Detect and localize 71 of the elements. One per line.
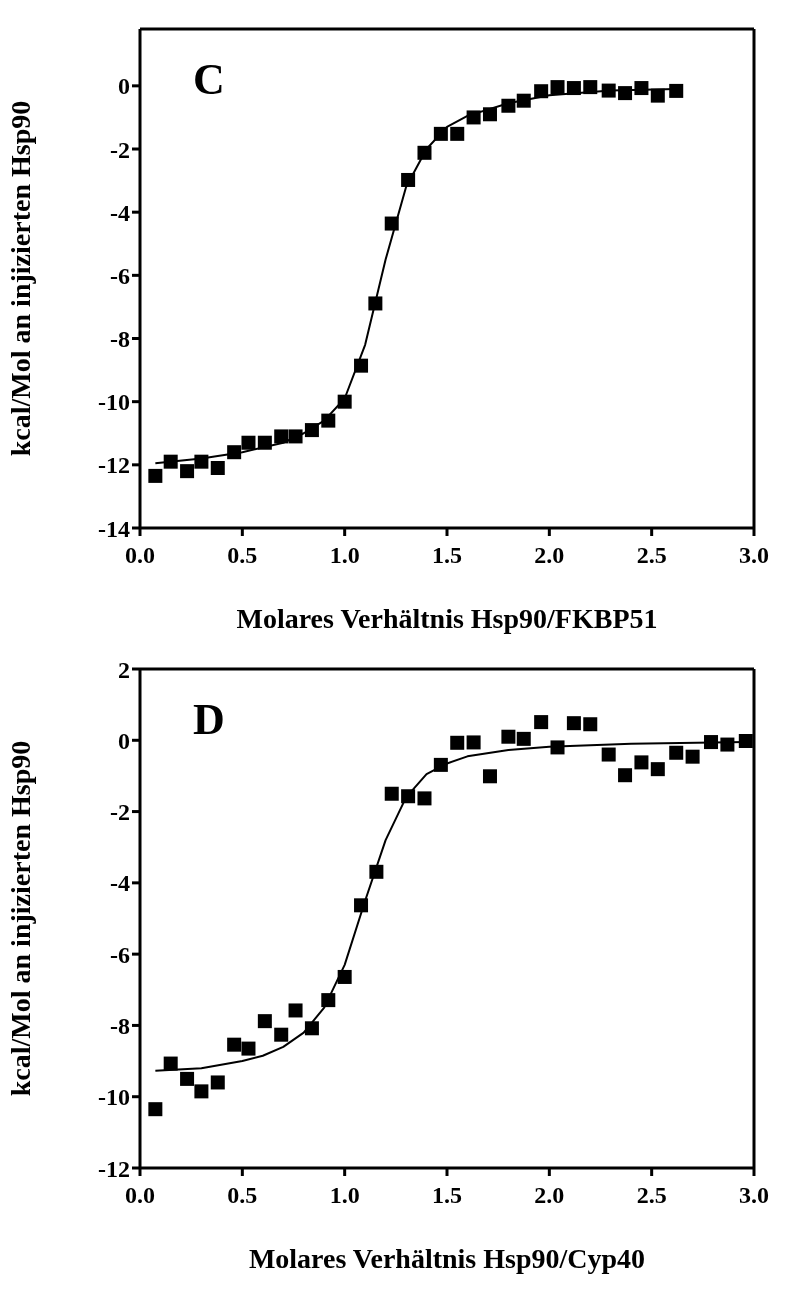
point: [257, 1014, 272, 1029]
x-axis-title: Molares Verhältnis Hsp90/FKBP51: [236, 603, 658, 634]
x-tick-label: 2.0: [534, 1182, 565, 1209]
x-tick-label: 1.5: [432, 542, 462, 569]
point: [738, 734, 753, 748]
point: [634, 755, 649, 770]
y-tick-label: -14: [98, 515, 130, 542]
point: [534, 715, 549, 730]
x-tick-label: 0.5: [227, 1182, 258, 1209]
x-tick-label: 0.0: [125, 1182, 155, 1209]
point: [450, 126, 465, 141]
y-tick-label: -8: [110, 326, 130, 353]
point: [466, 735, 481, 750]
point: [482, 769, 497, 784]
point: [384, 786, 399, 801]
x-tick-label: 2.0: [534, 542, 565, 569]
point: [450, 735, 465, 750]
point: [550, 80, 565, 95]
point: [210, 1075, 225, 1090]
y-tick-label: -2: [110, 799, 130, 826]
point: [583, 717, 598, 732]
x-tick-label: 0.0: [125, 542, 155, 569]
y-tick-label: -4: [110, 870, 130, 897]
x-tick-label: 1.5: [432, 1182, 462, 1209]
x-tick-label: 3.0: [739, 1182, 769, 1209]
x-tick-label: 2.5: [636, 542, 667, 569]
point: [669, 745, 684, 760]
point: [516, 731, 531, 746]
point: [417, 791, 432, 806]
x-axis-title: Molares Verhältnis Hsp90/Cyp40: [248, 1243, 646, 1274]
point: [148, 468, 163, 483]
point: [227, 1037, 242, 1052]
point: [180, 464, 195, 479]
point: [650, 88, 665, 103]
y-tick-label: 0: [118, 73, 130, 100]
y-axis-title: kcal/Mol an injizierten Hsp90: [4, 740, 36, 1097]
point: [669, 83, 684, 98]
y-tick-label: -2: [110, 136, 130, 163]
point: [601, 747, 616, 762]
y-tick-label: -8: [110, 1012, 130, 1039]
point: [274, 429, 289, 444]
point: [180, 1071, 195, 1086]
x-tick-label: 2.5: [636, 1182, 667, 1209]
x-tick-label: 1.0: [329, 542, 360, 569]
point: [650, 762, 665, 777]
x-tick-label: 1.0: [329, 1182, 360, 1209]
point: [210, 460, 225, 475]
x-tick-label: 3.0: [739, 542, 769, 569]
point: [566, 716, 581, 731]
point: [148, 1102, 163, 1117]
point: [618, 768, 633, 783]
point: [194, 1084, 209, 1099]
y-tick-label: 2: [118, 656, 130, 683]
y-tick-label: 0: [118, 727, 130, 754]
y-tick-label: -10: [98, 1084, 130, 1111]
point: [288, 1003, 303, 1018]
x-tick-label: 0.5: [227, 542, 258, 569]
point: [501, 729, 516, 744]
point: [685, 749, 700, 764]
y-tick-label: -4: [110, 199, 130, 226]
y-axis-title: kcal/Mol an injizierten Hsp90: [4, 100, 36, 457]
point: [241, 435, 256, 450]
y-tick-label: -10: [98, 389, 130, 416]
annotation: C: [193, 55, 225, 104]
y-tick-label: -12: [98, 1155, 130, 1182]
annotation: D: [193, 695, 225, 744]
point: [274, 1027, 289, 1042]
y-tick-label: -6: [110, 941, 130, 968]
y-tick-label: -12: [98, 452, 130, 479]
point: [241, 1041, 256, 1056]
y-tick-label: -6: [110, 262, 130, 289]
